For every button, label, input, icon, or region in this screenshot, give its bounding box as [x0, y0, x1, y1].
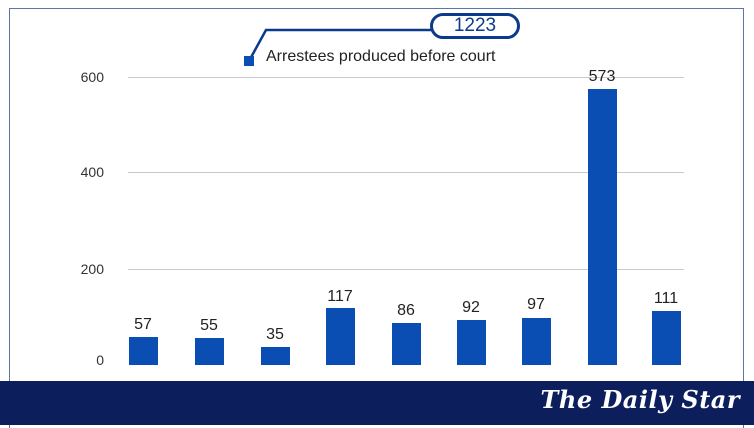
bar-3: [261, 347, 290, 365]
bar-4: [326, 308, 355, 365]
bar-6: [457, 320, 486, 365]
bar-1: [129, 337, 158, 365]
legend-connector-line: [247, 28, 432, 62]
gridline-400: [128, 172, 684, 173]
value-label-1: 57: [134, 316, 152, 333]
bar-5: [392, 323, 421, 365]
value-label-2: 55: [200, 317, 218, 334]
value-label-8: 573: [588, 68, 616, 85]
total-badge: 1223: [430, 13, 520, 39]
legend-swatch-icon: [244, 56, 254, 66]
legend-label: Arrestees produced before court: [266, 48, 496, 65]
value-label-9: 111: [653, 290, 679, 307]
value-label-6: 92: [462, 299, 480, 316]
bar-9: [652, 311, 681, 365]
gridline-600: [128, 77, 684, 78]
bar-8: [588, 89, 617, 365]
y-tick-600: 600: [80, 69, 104, 85]
y-tick-0: 0: [96, 352, 104, 368]
value-label-7: 97: [527, 296, 545, 313]
value-label-3: 35: [266, 326, 284, 343]
chart-frame: [9, 8, 744, 428]
bar-7: [522, 318, 551, 365]
y-tick-400: 400: [80, 164, 104, 180]
y-tick-200: 200: [80, 261, 104, 277]
bar-2: [195, 338, 224, 365]
gridline-200: [128, 269, 684, 270]
value-label-5: 86: [397, 302, 415, 319]
brand-logo: The Daily Star: [540, 385, 740, 414]
value-label-4: 117: [327, 288, 353, 305]
footer-banner: The Daily Star: [0, 381, 754, 425]
